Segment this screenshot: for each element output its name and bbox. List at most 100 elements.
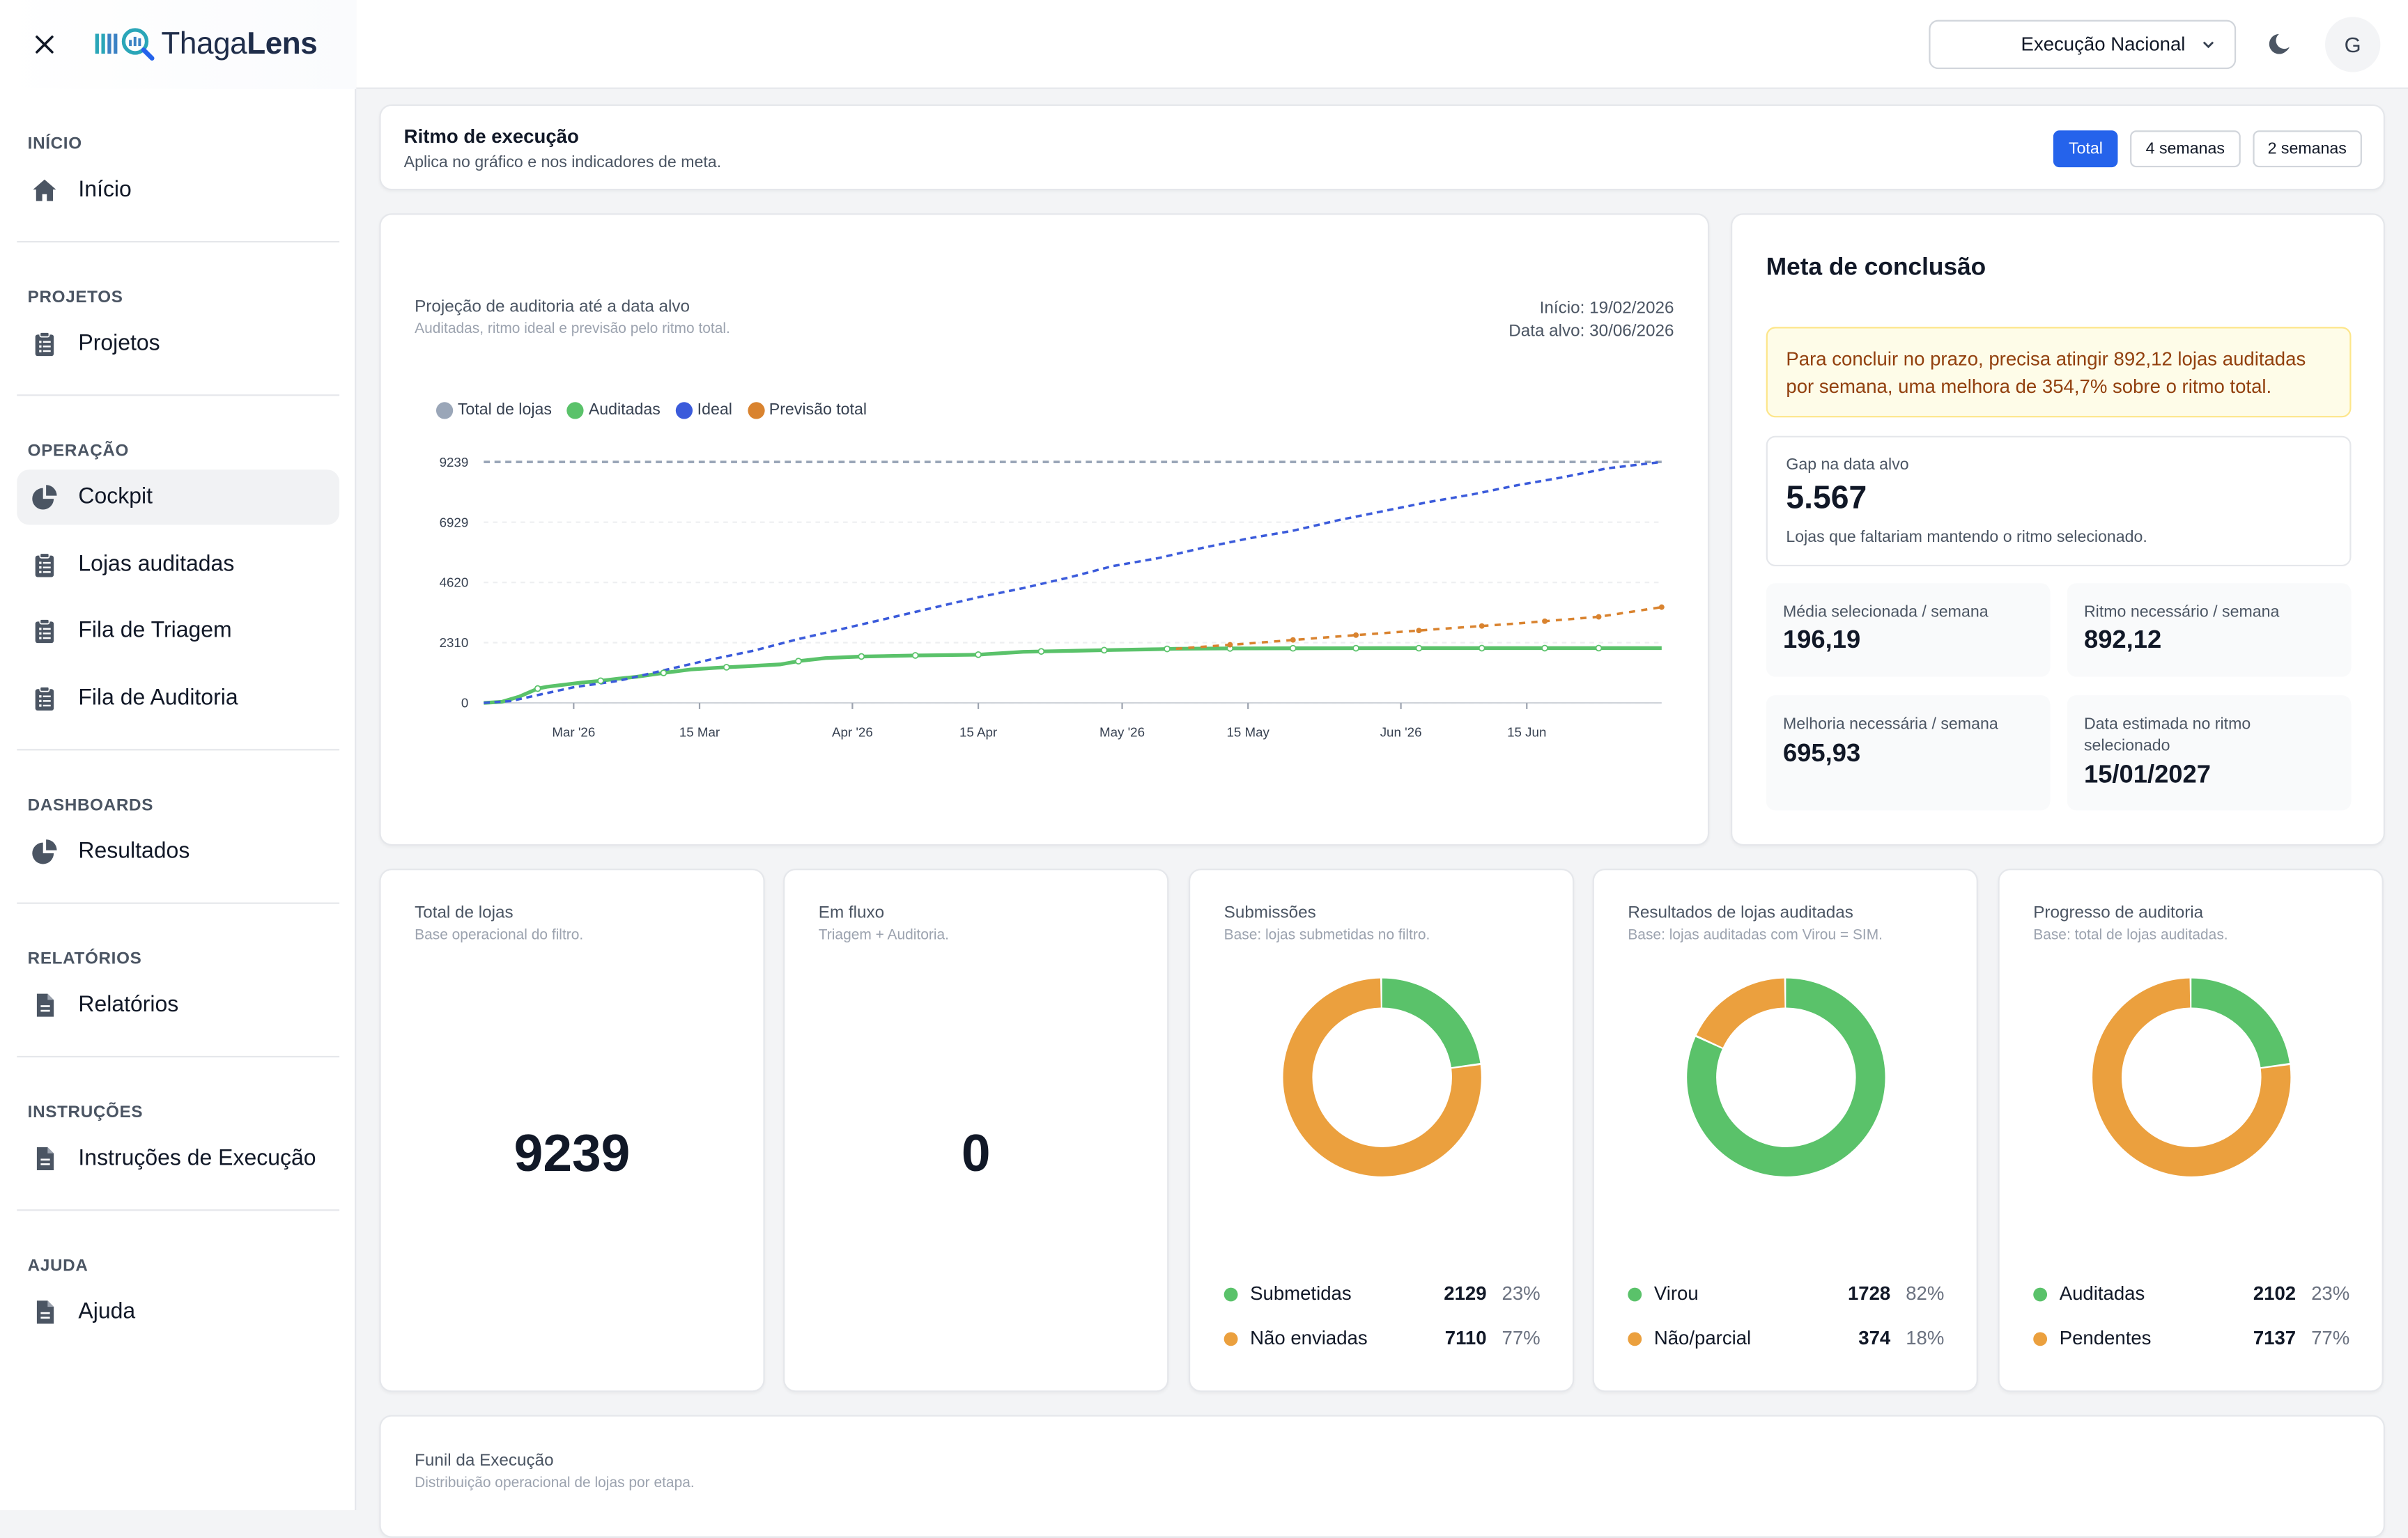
data-point: [723, 664, 730, 671]
y-tick-label: 6929: [440, 515, 469, 529]
sidebar-item-início[interactable]: Início: [17, 163, 339, 218]
sidebar-item-label: Instruções de Execução: [78, 1145, 316, 1171]
legend-label: Submetidas: [1250, 1282, 1352, 1305]
donut-slice: [2092, 978, 2291, 1176]
nav-divider: [17, 394, 340, 396]
data-point: [660, 669, 667, 676]
funnel-title: Funil da Execução: [415, 1452, 554, 1470]
funnel-card: Funil da Execução Distribuição operacion…: [379, 1415, 2385, 1538]
donut-legend-row: Não enviadas 7110 77%: [1224, 1328, 1541, 1349]
nav-section-title: INÍCIO: [27, 134, 82, 154]
pace-option-button[interactable]: 4 semanas: [2130, 130, 2240, 168]
legend-item[interactable]: Auditadas: [566, 401, 661, 419]
legend-count: 7137: [2253, 1327, 2297, 1349]
user-avatar[interactable]: G: [2325, 17, 2381, 72]
nav-divider: [17, 1055, 340, 1057]
theme-toggle-button[interactable]: [2264, 28, 2297, 61]
kpi-subtitle: Triagem + Auditoria.: [818, 926, 949, 945]
close-sidebar-button[interactable]: [29, 29, 60, 60]
data-point: [795, 658, 802, 665]
kpi-title: Total de lojas: [415, 903, 514, 923]
forecast-point: [1416, 628, 1422, 634]
donut-slice: [1283, 978, 1481, 1176]
sidebar-item-fila-de-triagem[interactable]: Fila de Triagem: [17, 603, 339, 658]
gap-subtitle: Lojas que faltariam mantendo o ritmo sel…: [1786, 527, 2147, 547]
legend-percent: 82%: [1906, 1282, 1945, 1305]
legend-label: Pendentes: [2059, 1327, 2152, 1349]
legend-swatch: [435, 401, 454, 419]
nav-section: OPERAÇÃO Cockpit Lojas auditadas Fila de Tr…: [0, 396, 356, 725]
data-estimada-value: 15/01/2027: [2083, 761, 2212, 789]
top-bar: Execução Nacional G: [356, 0, 2408, 89]
sidebar-item-lojas-auditadas[interactable]: Lojas auditadas: [17, 536, 339, 591]
data-point: [1541, 644, 1548, 652]
sidebar-item-instruções-de-execução[interactable]: Instruções de Execução: [17, 1131, 339, 1186]
nav-divider: [17, 1209, 340, 1211]
donut-chart: [1687, 978, 1885, 1176]
sidebar-item-fila-de-auditoria[interactable]: Fila de Auditoria: [17, 670, 339, 725]
app-logo[interactable]: ThagaLens: [93, 26, 318, 63]
legend-label: Previsão total: [769, 401, 867, 419]
sidebar-item-label: Fila de Triagem: [78, 618, 232, 644]
legend-item[interactable]: Total de lojas: [435, 401, 552, 419]
chart-title: Projeção de auditoria até a data alvo: [415, 297, 690, 316]
target-date-label: Data alvo: 30/06/2026: [1508, 322, 1674, 341]
pace-option-button[interactable]: 2 semanas: [2252, 130, 2362, 168]
kpi-fluxo-card: Em fluxo Triagem + Auditoria. 0: [783, 869, 1169, 1392]
pace-options: Total 4 semanas 2 semanas: [2053, 130, 2362, 168]
donut-card: Resultados de lojas auditadas Base: lojas…: [1592, 869, 1978, 1392]
sidebar-item-relatórios[interactable]: Relatórios: [17, 977, 339, 1032]
legend-label: Ideal: [697, 401, 732, 419]
pie-chart-icon: [29, 836, 60, 867]
legend-item[interactable]: Ideal: [675, 401, 732, 419]
donut-card: Progresso de auditoria Base: total de loj…: [1998, 869, 2384, 1392]
sidebar-item-projetos[interactable]: Projetos: [17, 316, 339, 371]
pace-option-button[interactable]: Total: [2053, 130, 2119, 168]
sidebar-item-ajuda[interactable]: Ajuda: [17, 1284, 339, 1339]
meta-title: Meta de conclusão: [1766, 254, 1986, 281]
clipboard-icon: [29, 682, 60, 713]
sidebar: ThagaLens INÍCIO Início PROJETOS Projetos OP…: [0, 0, 357, 1511]
logo-bars-lens-icon: [95, 28, 155, 61]
data-point: [975, 651, 982, 658]
ritmo-stat: Ritmo necessário / semana 892,12: [2067, 583, 2352, 677]
document-icon: [29, 1142, 60, 1173]
moon-icon: [2269, 33, 2290, 54]
y-tick-label: 4620: [440, 575, 469, 590]
forecast-point: [1542, 618, 1548, 624]
clipboard-icon: [29, 616, 60, 646]
legend-swatch: [747, 401, 765, 419]
data-point: [1164, 645, 1171, 653]
projection-line-chart: 0 2310 4620 6929 9239 Mar '26 15 Mar Apr '26 15 …: [440, 455, 1665, 740]
donut-legend-row: Auditadas 2102 23%: [2033, 1283, 2349, 1305]
sidebar-item-cockpit[interactable]: Cockpit: [17, 469, 340, 525]
sidebar-item-resultados[interactable]: Resultados: [17, 823, 339, 878]
x-tick-label: 15 Jun: [1507, 725, 1546, 740]
nav-section-title: OPERAÇÃO: [27, 442, 130, 460]
media-value: 196,19: [1782, 626, 1861, 654]
kpi-value: 0: [961, 1125, 991, 1183]
y-tick-label: 9239: [440, 455, 469, 469]
document-icon: [29, 989, 60, 1020]
donut-chart: [2092, 978, 2291, 1176]
legend-count: 374: [1858, 1327, 1891, 1349]
kpi-value: 9239: [514, 1125, 631, 1183]
start-date-label: Início: 19/02/2026: [1539, 299, 1674, 318]
nav-section: PROJETOS Projetos: [0, 242, 356, 371]
forecast-point: [1596, 614, 1602, 620]
sidebar-item-label: Lojas auditadas: [78, 552, 235, 577]
media-stat: Média selecionada / semana 196,19: [1766, 583, 2051, 677]
scope-select[interactable]: Execução Nacional: [1929, 20, 2237, 70]
sidebar-item-label: Cockpit: [78, 485, 153, 510]
donut-subtitle: Base: total de lojas auditadas.: [2033, 926, 2228, 945]
avatar-initial: G: [2344, 32, 2361, 57]
kpi-total-card: Total de lojas Base operacional do filtr…: [379, 869, 765, 1392]
legend-swatch: [566, 401, 585, 419]
nav-section-title: INSTRUÇÕES: [27, 1103, 144, 1121]
legend-percent: 23%: [1502, 1282, 1541, 1305]
legend-item[interactable]: Previsão total: [747, 401, 867, 419]
legend-count: 7110: [1444, 1327, 1487, 1349]
donut-subtitle: Base: lojas submetidas no filtro.: [1224, 926, 1430, 945]
legend-swatch: [675, 401, 693, 419]
